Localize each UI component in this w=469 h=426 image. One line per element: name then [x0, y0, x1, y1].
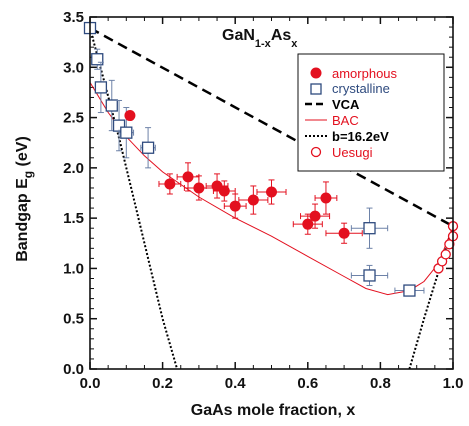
amorphous-point — [320, 192, 332, 204]
y-tick-label: 0.0 — [63, 361, 84, 378]
amorphous-point — [247, 194, 259, 206]
data-points — [83, 21, 459, 297]
amorphous-point — [124, 110, 136, 122]
x-axis-title: GaAs mole fraction, x — [191, 402, 356, 419]
y-tick-label: 3.5 — [63, 9, 84, 26]
legend-vca-label: VCA — [332, 97, 360, 112]
legend-crystalline-marker — [310, 83, 322, 95]
uesugi-point — [440, 249, 451, 260]
legend: amorphous crystalline VCA BAC b=16.2eV U… — [297, 53, 445, 172]
y-tick-label: 0.5 — [63, 311, 84, 328]
amorphous-point — [229, 200, 241, 212]
crystalline-point — [91, 53, 104, 66]
y-tick-label: 2.5 — [63, 110, 84, 127]
legend-crystalline-label: crystalline — [332, 81, 390, 96]
legend-amorphous-marker — [310, 67, 322, 79]
crystalline-point — [141, 141, 155, 154]
amorphous-point — [266, 186, 277, 198]
y-tick-label: 2.0 — [63, 160, 84, 177]
amorphous-point — [338, 227, 350, 239]
crystalline-point — [105, 99, 118, 112]
x-tick-label: 1.0 — [443, 375, 464, 392]
legend-uesugi-label: Uesugi — [332, 145, 373, 160]
amorphous-point — [182, 171, 194, 183]
x-tick-label: 0.8 — [370, 375, 391, 392]
y-axis-title: Bandgap Eg (eV) — [14, 136, 35, 262]
amorphous-point — [309, 210, 321, 222]
crystalline-point — [363, 269, 376, 282]
chart-title: GaN1-xAsx — [222, 27, 298, 50]
legend-bowing-label: b=16.2eV — [332, 129, 389, 144]
legend-bac-label: BAC — [332, 113, 359, 128]
crystalline-point — [403, 284, 416, 297]
crystalline-point — [363, 222, 376, 235]
y-tick-label: 3.0 — [63, 59, 84, 76]
axis-ticks: 0.0 0.2 0.4 0.6 0.8 1.0 0.0 0.5 1.0 1.5 2.0 2.5 3.0 3… — [63, 9, 463, 392]
y-tick-label: 1.5 — [63, 210, 84, 227]
legend-uesugi-marker — [310, 146, 322, 158]
legend-box — [297, 53, 445, 172]
bac-curve — [90, 82, 453, 296]
amorphous-point — [302, 218, 314, 230]
plot-frame — [89, 16, 454, 370]
crystalline-point — [120, 126, 133, 139]
x-tick-label: 0.2 — [152, 375, 173, 392]
vca-line — [90, 27, 453, 228]
x-tick-label: 0.0 — [80, 375, 101, 392]
legend-amorphous-label: amorphous — [332, 66, 398, 81]
crystalline-point — [94, 81, 108, 94]
amorphous-point — [218, 185, 230, 197]
y-tick-label: 1.0 — [63, 260, 84, 277]
amorphous-point — [164, 178, 176, 190]
x-tick-label: 0.4 — [225, 375, 247, 392]
amorphous-point — [193, 182, 205, 194]
x-tick-label: 0.6 — [297, 375, 318, 392]
